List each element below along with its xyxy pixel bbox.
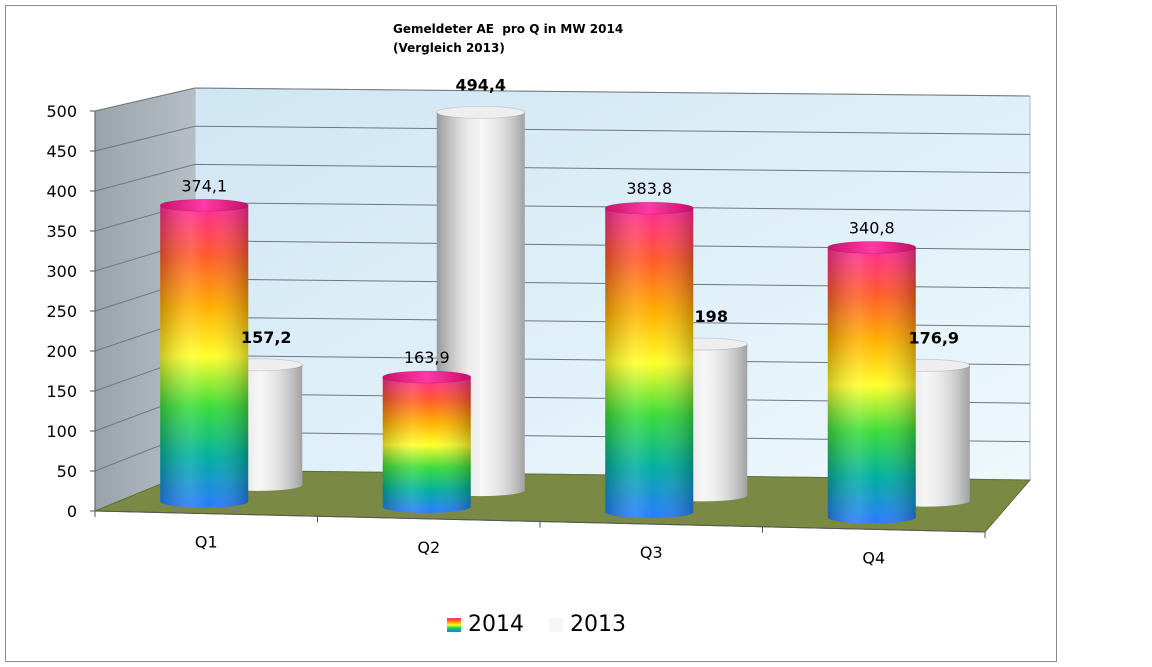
y-tick-label: 0 <box>67 502 77 521</box>
chart-title-line1: Gemeldeter AE pro Q in MW 2014 <box>393 22 624 36</box>
data-label-2014: 383,8 <box>626 179 672 198</box>
bar-2014-Q3-shading <box>605 208 694 519</box>
y-tick-label: 250 <box>46 302 77 321</box>
data-label-2014: 163,9 <box>404 348 450 367</box>
y-tick-label: 350 <box>46 222 77 241</box>
legend-item-2013: 2013 <box>549 612 626 637</box>
chart-subtitle: (Vergleich 2013) <box>393 41 505 55</box>
y-tick-label: 50 <box>57 462 77 481</box>
y-tick-label: 300 <box>46 262 77 281</box>
legend-swatch-2014 <box>447 617 461 632</box>
legend-label-2013: 2013 <box>570 612 626 637</box>
gridline <box>94 163 1031 192</box>
bar-2014-Q2-top <box>382 370 472 384</box>
bar-2014-Q4-top <box>827 241 917 254</box>
data-label-2013: 176,9 <box>908 328 959 347</box>
bar-2014-Q1-top <box>159 198 249 212</box>
x-tick-label: Q2 <box>417 538 440 557</box>
chart-title: Gemeldeter AE pro Q in MW 2014 (Vergleic… <box>393 20 623 58</box>
bar-2014-Q3-top <box>604 201 694 215</box>
legend-item-2014: 2014 <box>447 612 524 637</box>
y-tick-label: 150 <box>46 382 77 401</box>
bar-2014-Q4 <box>827 241 917 524</box>
x-tick-label: Q1 <box>195 533 218 552</box>
data-label-2013: 157,2 <box>241 328 292 347</box>
gridline <box>94 87 1031 112</box>
y-tick-label: 500 <box>46 102 77 121</box>
x-tick-label: Q3 <box>640 543 663 562</box>
bar-2014-Q4-shading <box>827 247 916 524</box>
chart-legend: 2014 2013 <box>447 612 644 638</box>
x-tick-label: Q4 <box>862 548 885 567</box>
data-label-2014: 374,1 <box>181 176 227 195</box>
y-tick-label: 100 <box>46 422 77 441</box>
bar-2014-Q2 <box>382 370 472 513</box>
y-tick-label: 450 <box>46 142 77 161</box>
bar-2014-Q2-shading <box>382 377 471 513</box>
gridline <box>94 125 1031 152</box>
bar-2014-Q1 <box>159 198 249 508</box>
y-tick-label: 400 <box>46 182 77 201</box>
data-label-2013: 494,4 <box>455 75 506 94</box>
legend-swatch-2013 <box>549 617 563 632</box>
data-label-2013: 198 <box>695 307 728 326</box>
bar-2013-Q2-top <box>436 105 526 119</box>
bar-2014-Q3 <box>604 201 694 519</box>
y-tick-label: 200 <box>46 342 77 361</box>
bar-2014-Q1-shading <box>160 205 249 508</box>
data-label-2014: 340,8 <box>849 218 895 237</box>
legend-label-2014: 2014 <box>468 612 524 637</box>
